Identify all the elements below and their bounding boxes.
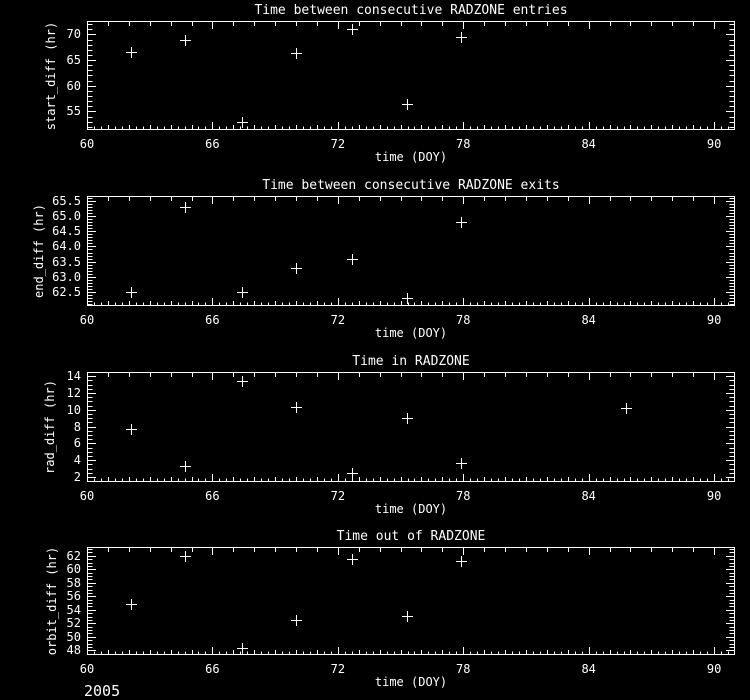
- y-tick-label: 65.5: [52, 193, 81, 208]
- y-tick-label: 62: [66, 548, 81, 563]
- plot-area: [87, 196, 735, 306]
- x-tick-label: 66: [205, 489, 220, 503]
- y-tick-label: 8: [73, 419, 81, 434]
- plot-area: [87, 21, 735, 130]
- y-tick-label: 64.0: [52, 239, 81, 254]
- year-label: 2005: [84, 682, 121, 700]
- x-tick-label: 84: [581, 662, 596, 676]
- data-point-markers: [126, 202, 467, 304]
- x-tick-label: 90: [706, 489, 722, 503]
- y-tick-label: 60: [66, 562, 81, 577]
- y-tick-label: 10: [66, 402, 81, 417]
- y-tick-label: 65.0: [52, 208, 81, 223]
- y-tick-label: 63.0: [52, 269, 81, 284]
- plot-title: Time out of RADZONE: [336, 529, 486, 544]
- x-tick-label: 72: [330, 137, 346, 151]
- y-tick-label: 56: [66, 589, 81, 604]
- plot-box: [87, 547, 735, 655]
- x-tick-label: 78: [456, 313, 471, 327]
- y-tick-label: 54: [66, 602, 81, 617]
- plot-title: Time between consecutive RADZONE exits: [262, 178, 560, 193]
- x-axis-label: time (DOY): [374, 675, 448, 689]
- y-axis-label: orbit_diff (hr): [45, 546, 59, 656]
- y-tick-label: 63.5: [52, 254, 81, 269]
- x-tick-label: 84: [581, 489, 596, 503]
- x-tick-label: 60: [79, 137, 95, 151]
- y-axis-label: start_diff (hr): [44, 21, 58, 130]
- x-tick-label: 78: [456, 489, 471, 503]
- y-tick-label: 55: [66, 104, 81, 119]
- x-tick-label: 72: [330, 662, 346, 676]
- y-tick-label: 14: [66, 369, 81, 384]
- x-tick-label: 66: [205, 662, 220, 676]
- plot-radzone-entries: Time between consecutive RADZONE entries…: [0, 4, 750, 163]
- x-tick-label: 72: [330, 313, 346, 327]
- x-tick-label: 84: [581, 137, 596, 151]
- y-tick-label: 58: [66, 575, 81, 590]
- y-tick-label: 6: [73, 436, 81, 451]
- plot-box: [87, 21, 735, 130]
- x-tick-label: 78: [456, 662, 471, 676]
- x-tick-label: 90: [706, 137, 722, 151]
- data-point-markers: [126, 551, 467, 654]
- y-tick-label: 64.5: [52, 224, 81, 239]
- y-tick-label: 60: [66, 78, 81, 93]
- x-axis-label: time (DOY): [374, 326, 448, 340]
- x-tick-label: 66: [205, 137, 220, 151]
- y-tick-label: 2: [73, 469, 81, 484]
- y-axis-label: rad_diff (hr): [43, 380, 57, 474]
- plot-area: [87, 547, 735, 655]
- plot-area: [87, 372, 735, 482]
- plot-radzone-exits: Time between consecutive RADZONE exits e…: [0, 179, 750, 339]
- y-tick-label: 12: [66, 385, 81, 400]
- plot-title: Time between consecutive RADZONE entries: [254, 3, 568, 18]
- data-point-markers: [126, 376, 632, 479]
- x-axis-label: time (DOY): [374, 150, 448, 164]
- x-tick-label: 66: [205, 313, 220, 327]
- y-tick-label: 48: [66, 643, 81, 658]
- plot-time-in-radzone: Time in RADZONE rad_diff (hr) 2 4 6 8 10 12 14…: [0, 355, 750, 515]
- x-tick-label: 60: [79, 489, 95, 503]
- data-point-markers: [126, 24, 467, 128]
- y-tick-label: 50: [66, 629, 81, 644]
- x-tick-label: 84: [581, 313, 596, 327]
- plot-box: [87, 372, 735, 482]
- x-axis-label: time (DOY): [374, 502, 448, 516]
- y-tick-label: 65: [66, 53, 81, 68]
- x-tick-label: 78: [456, 137, 471, 151]
- plot-title: Time in RADZONE: [352, 354, 470, 369]
- plot-box: [87, 196, 735, 306]
- x-tick-label: 72: [330, 489, 346, 503]
- y-tick-label: 4: [73, 453, 81, 468]
- plot-time-out-of-radzone: Time out of RADZONE orbit_diff (hr) 48 50…: [0, 530, 750, 688]
- x-tick-label: 60: [79, 662, 95, 676]
- y-axis-label: end_diff (hr): [32, 204, 46, 298]
- x-tick-label: 90: [706, 313, 722, 327]
- y-tick-label: 70: [66, 27, 81, 42]
- x-tick-label: 60: [79, 313, 95, 327]
- x-tick-label: 90: [706, 662, 722, 676]
- y-tick-label: 52: [66, 616, 81, 631]
- y-tick-label: 62.5: [52, 285, 81, 300]
